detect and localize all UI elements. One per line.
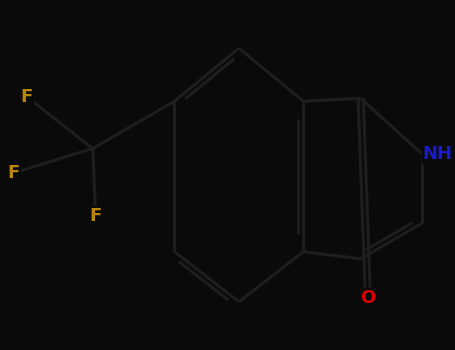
Text: NH: NH xyxy=(422,145,452,163)
Text: F: F xyxy=(8,164,20,182)
Text: F: F xyxy=(90,207,102,225)
Text: O: O xyxy=(360,288,375,307)
Text: F: F xyxy=(21,88,33,106)
